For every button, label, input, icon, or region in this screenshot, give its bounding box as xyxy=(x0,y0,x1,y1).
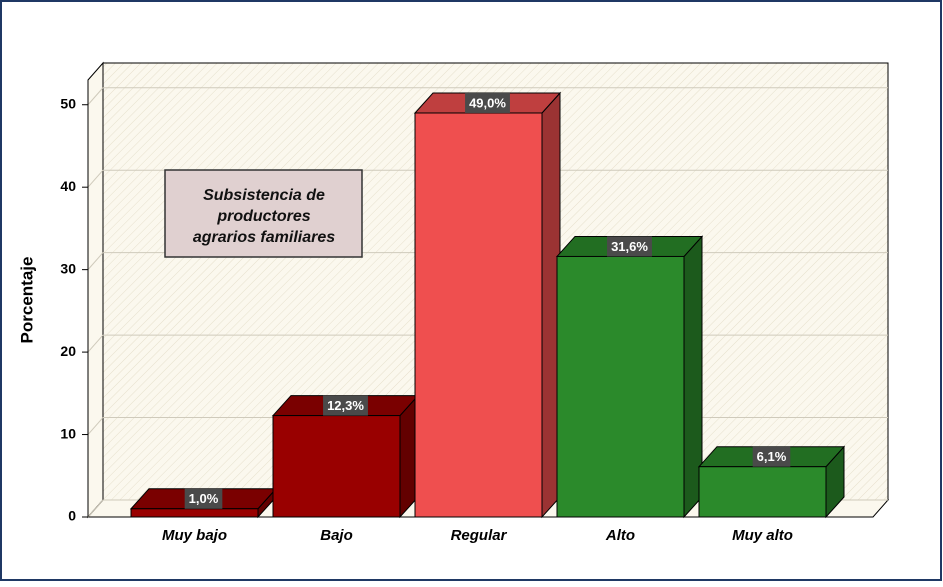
y-tick-label: 0 xyxy=(68,508,76,524)
bar xyxy=(556,255,685,518)
annotation: Subsistencia de xyxy=(203,187,325,204)
annotation: agrarios familiares xyxy=(193,229,335,246)
bar xyxy=(414,112,543,518)
bar xyxy=(130,508,259,518)
value-label: 1,0% xyxy=(189,491,219,506)
grid-line xyxy=(87,169,104,188)
y-tick-label: 10 xyxy=(60,425,76,441)
annotation-box xyxy=(164,169,363,258)
left-wall xyxy=(87,61,104,519)
grid-line xyxy=(87,499,104,518)
x-tick-label: Muy alto xyxy=(732,527,793,544)
bar-side-shade xyxy=(542,92,560,517)
value-label-box xyxy=(184,488,223,509)
y-tick-label: 30 xyxy=(60,260,76,276)
value-label: 12,3% xyxy=(327,398,364,413)
y-tick-label: 40 xyxy=(60,178,76,194)
grid-line xyxy=(87,87,104,106)
x-tick-label: Regular xyxy=(451,527,508,544)
grid-line xyxy=(87,252,104,270)
value-label: 31,6% xyxy=(611,239,648,254)
grid-line xyxy=(87,417,104,435)
bar-side-shade xyxy=(826,446,844,517)
x-tick-label: Alto xyxy=(605,527,635,544)
value-label-box xyxy=(323,395,368,416)
bar xyxy=(698,466,827,518)
y-tick-label: 50 xyxy=(60,95,76,111)
x-tick-label: Muy bajo xyxy=(162,527,227,544)
y-axis-label: Porcentaje xyxy=(17,257,36,344)
grid-line xyxy=(87,334,104,353)
value-label-box xyxy=(465,92,510,113)
value-label-box xyxy=(607,236,652,257)
bar xyxy=(272,415,401,518)
y-tick-label: 20 xyxy=(60,343,76,359)
bar-side-shade xyxy=(684,236,702,518)
bar-side-shade xyxy=(258,488,276,517)
value-label: 6,1% xyxy=(757,449,787,464)
x-tick-label: Bajo xyxy=(320,527,353,544)
value-label-box xyxy=(752,446,791,467)
annotation: productores xyxy=(216,208,310,225)
value-label: 49,0% xyxy=(469,95,506,110)
bar-side-shade xyxy=(400,395,418,517)
